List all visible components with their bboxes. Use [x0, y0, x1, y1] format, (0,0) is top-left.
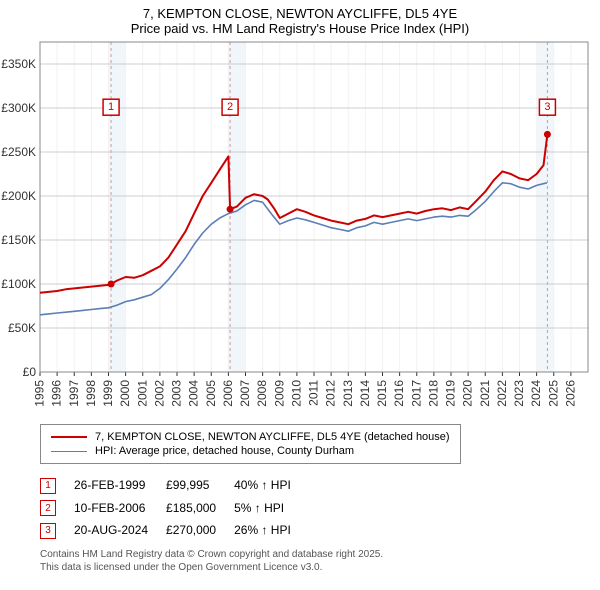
- svg-text:2018: 2018: [426, 380, 440, 407]
- svg-text:2022: 2022: [495, 380, 509, 407]
- svg-text:£150K: £150K: [1, 233, 36, 247]
- svg-text:2003: 2003: [170, 380, 184, 407]
- svg-text:1998: 1998: [84, 380, 98, 407]
- sale-marker-icon: 3: [40, 523, 56, 539]
- svg-text:£200K: £200K: [1, 189, 36, 203]
- sale-price: £270,000: [166, 519, 234, 542]
- sale-delta: 26% ↑ HPI: [234, 519, 309, 542]
- svg-text:2026: 2026: [563, 380, 577, 407]
- chart-svg: £0 £50K £100K £150K £200K £250K £300K £350K 1995…: [0, 38, 600, 418]
- svg-text:2009: 2009: [272, 380, 286, 407]
- svg-text:1995: 1995: [33, 380, 47, 407]
- svg-text:2019: 2019: [444, 380, 458, 407]
- svg-text:2004: 2004: [187, 380, 201, 407]
- svg-text:2011: 2011: [307, 380, 321, 406]
- sale-delta: 5% ↑ HPI: [234, 497, 309, 520]
- sales-table: 1 26-FEB-1999£99,99540% ↑ HPI 2 10-FEB-2006…: [40, 474, 309, 542]
- svg-text:2012: 2012: [324, 380, 338, 407]
- svg-text:£350K: £350K: [1, 57, 36, 71]
- svg-text:2017: 2017: [409, 380, 423, 407]
- svg-text:£0: £0: [23, 365, 37, 379]
- svg-text:2: 2: [227, 101, 233, 113]
- legend-row-hpi: HPI: Average price, detached house, Coun…: [51, 445, 450, 457]
- svg-text:2013: 2013: [341, 380, 355, 407]
- footer-line-2: This data is licensed under the Open Gov…: [40, 561, 600, 574]
- svg-text:2015: 2015: [375, 380, 389, 407]
- svg-text:2010: 2010: [289, 380, 303, 407]
- footer-line-1: Contains HM Land Registry data © Crown c…: [40, 548, 600, 561]
- sale-date: 26-FEB-1999: [74, 474, 166, 497]
- svg-text:2006: 2006: [221, 380, 235, 407]
- svg-text:2007: 2007: [238, 380, 252, 407]
- svg-text:2023: 2023: [512, 380, 526, 407]
- svg-text:2001: 2001: [135, 380, 149, 407]
- sale-marker-icon: 2: [40, 500, 56, 516]
- table-row: 3 20-AUG-2024£270,00026% ↑ HPI: [40, 519, 309, 542]
- chart-area: £0 £50K £100K £150K £200K £250K £300K £350K 1995…: [0, 38, 600, 418]
- svg-text:2002: 2002: [152, 380, 166, 407]
- svg-text:1997: 1997: [67, 380, 81, 407]
- svg-text:1999: 1999: [101, 380, 115, 407]
- svg-text:2008: 2008: [255, 380, 269, 407]
- legend-label-property: 7, KEMPTON CLOSE, NEWTON AYCLIFFE, DL5 4…: [95, 431, 450, 443]
- svg-text:£250K: £250K: [1, 145, 36, 159]
- svg-text:£300K: £300K: [1, 101, 36, 115]
- sale-marker-icon: 1: [40, 478, 56, 494]
- svg-text:3: 3: [544, 101, 550, 113]
- legend-row-property: 7, KEMPTON CLOSE, NEWTON AYCLIFFE, DL5 4…: [51, 431, 450, 443]
- legend: 7, KEMPTON CLOSE, NEWTON AYCLIFFE, DL5 4…: [40, 424, 461, 464]
- title-line-1: 7, KEMPTON CLOSE, NEWTON AYCLIFFE, DL5 4…: [0, 6, 600, 21]
- sale-price: £185,000: [166, 497, 234, 520]
- sale-price: £99,995: [166, 474, 234, 497]
- legend-swatch-hpi: [51, 451, 87, 452]
- sale-date: 10-FEB-2006: [74, 497, 166, 520]
- svg-text:2024: 2024: [529, 380, 543, 407]
- svg-text:2025: 2025: [546, 380, 560, 407]
- svg-text:2020: 2020: [461, 380, 475, 407]
- legend-label-hpi: HPI: Average price, detached house, Coun…: [95, 445, 354, 457]
- table-row: 1 26-FEB-1999£99,99540% ↑ HPI: [40, 474, 309, 497]
- svg-text:2014: 2014: [358, 380, 372, 407]
- svg-text:1: 1: [108, 101, 114, 113]
- svg-text:2005: 2005: [204, 380, 218, 407]
- title-line-2: Price paid vs. HM Land Registry's House …: [0, 21, 600, 36]
- svg-text:£50K: £50K: [8, 321, 36, 335]
- chart-title: 7, KEMPTON CLOSE, NEWTON AYCLIFFE, DL5 4…: [0, 0, 600, 38]
- sale-date: 20-AUG-2024: [74, 519, 166, 542]
- table-row: 2 10-FEB-2006£185,0005% ↑ HPI: [40, 497, 309, 520]
- svg-text:1996: 1996: [50, 380, 64, 407]
- svg-text:£100K: £100K: [1, 277, 36, 291]
- footer-note: Contains HM Land Registry data © Crown c…: [40, 548, 600, 574]
- legend-swatch-property: [51, 436, 87, 438]
- svg-text:2021: 2021: [478, 380, 492, 407]
- svg-text:2000: 2000: [118, 380, 132, 407]
- svg-text:2016: 2016: [392, 380, 406, 407]
- sale-delta: 40% ↑ HPI: [234, 474, 309, 497]
